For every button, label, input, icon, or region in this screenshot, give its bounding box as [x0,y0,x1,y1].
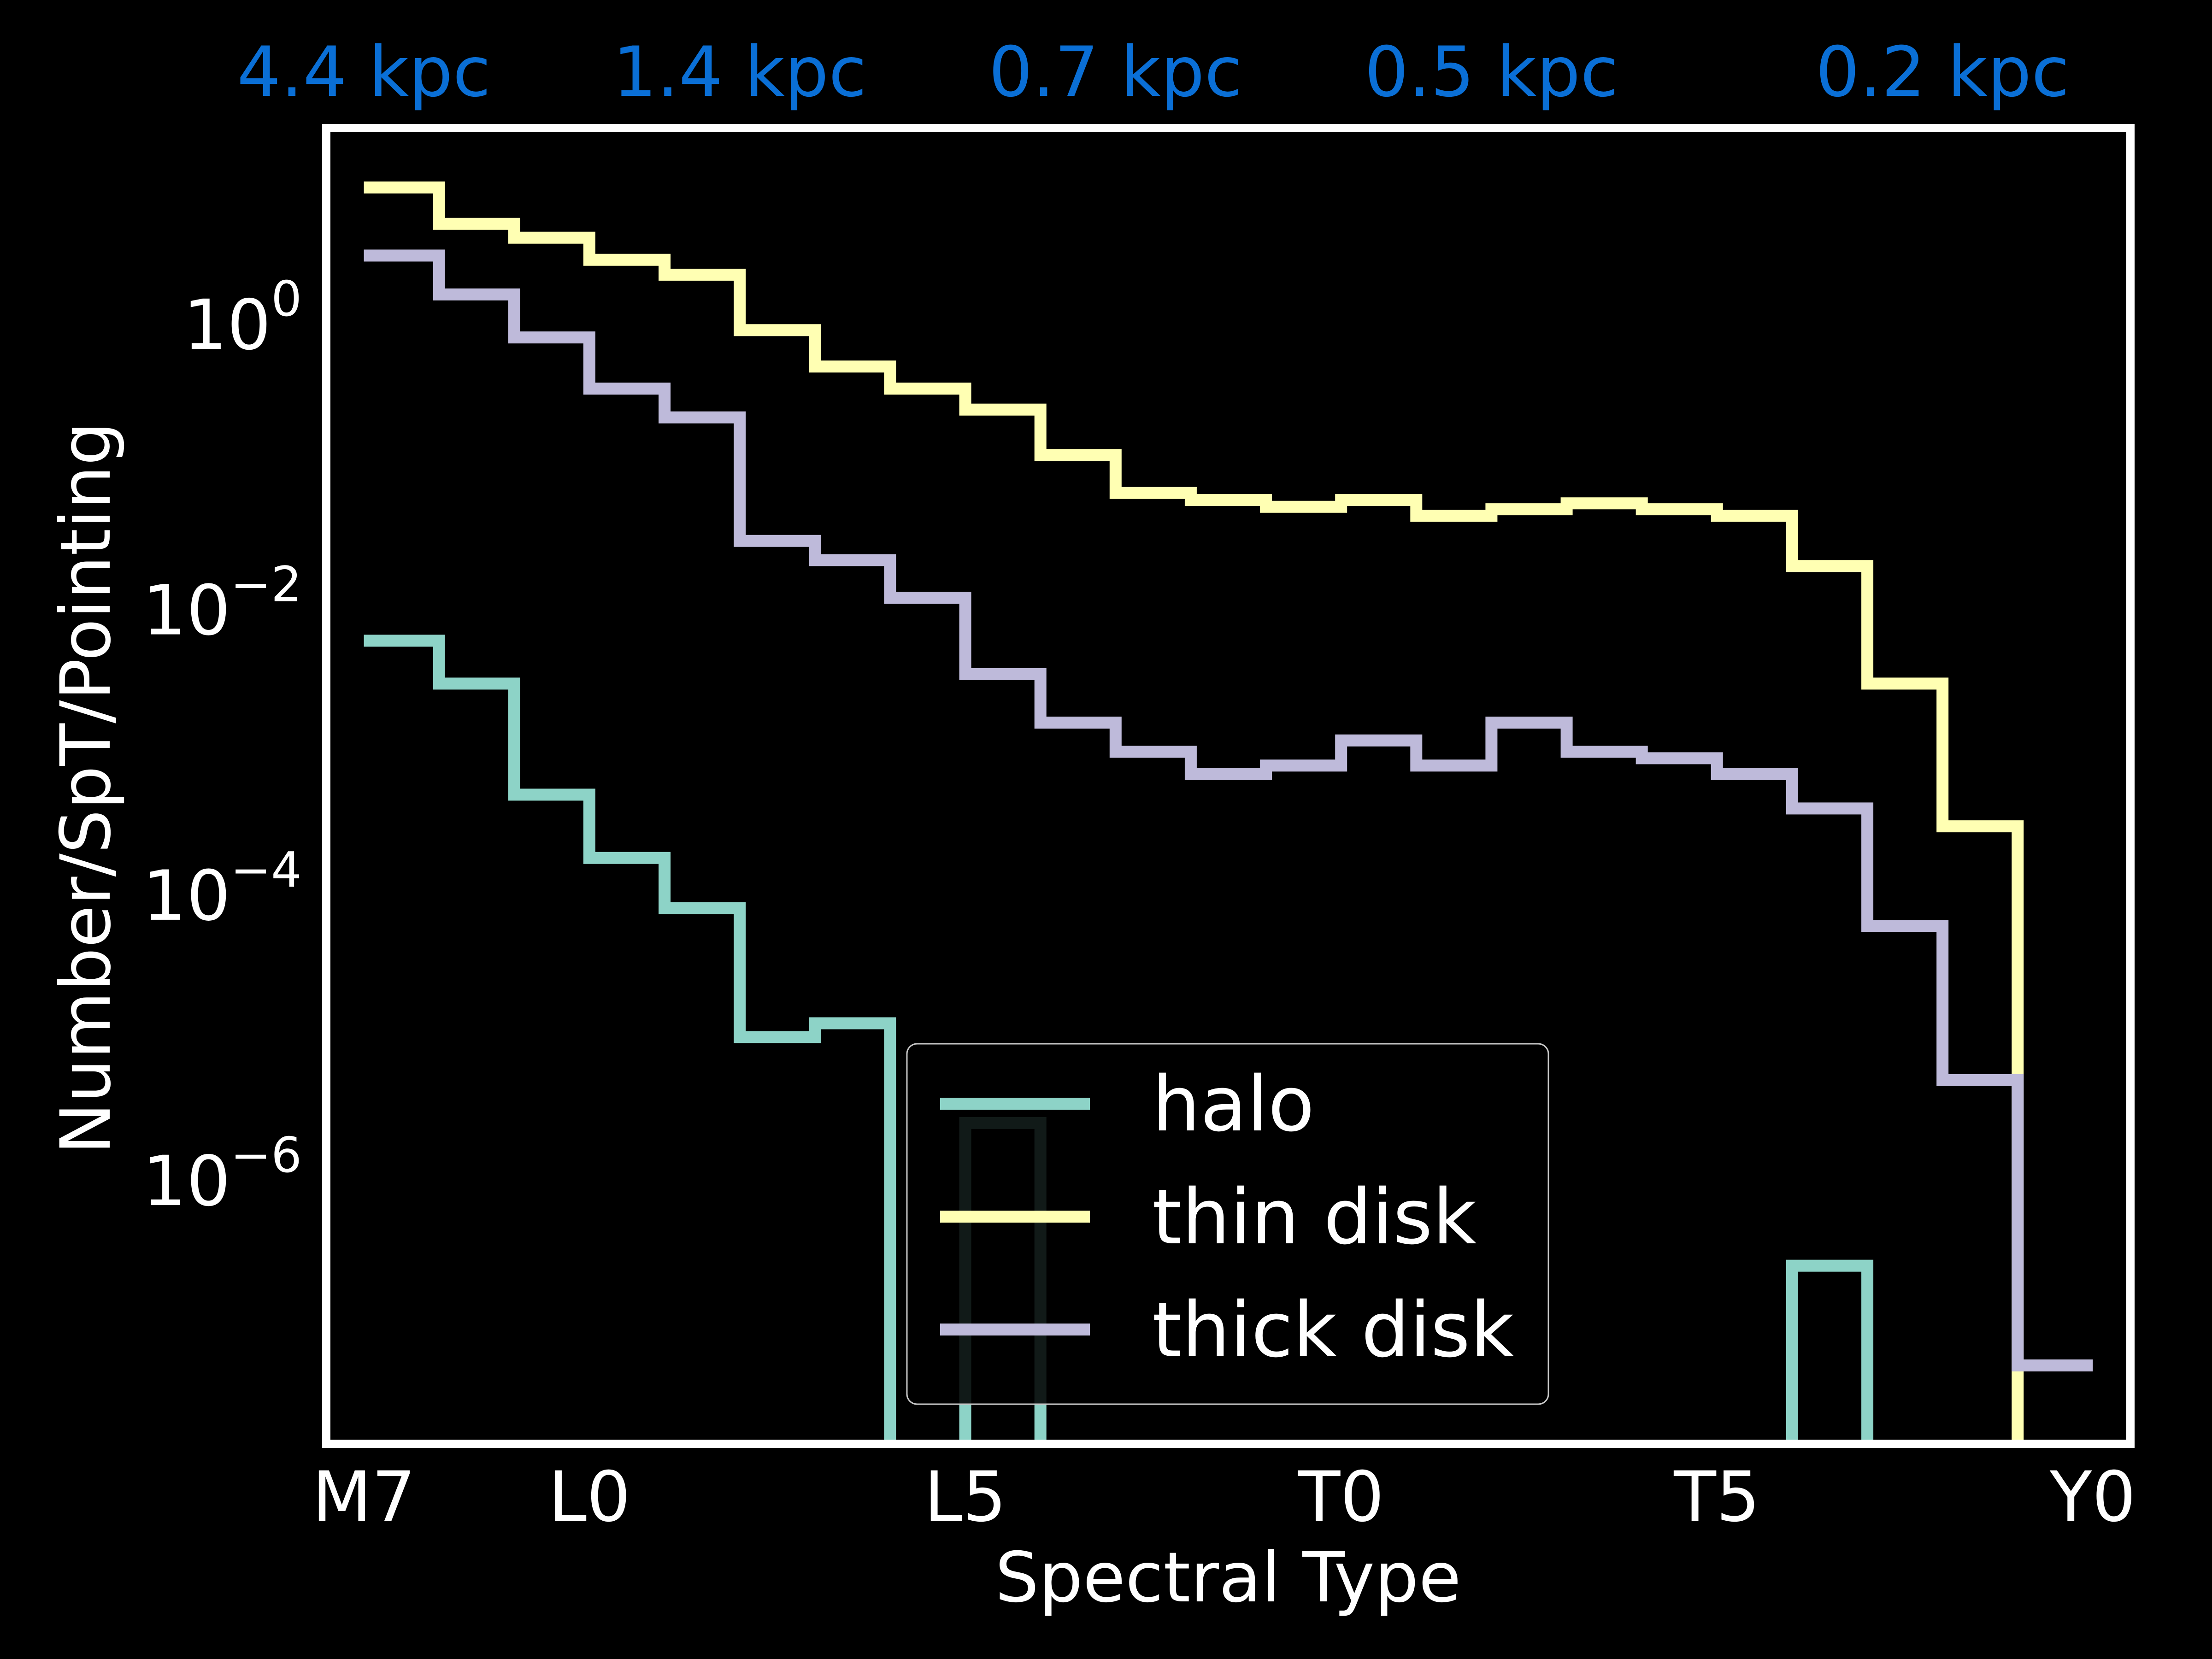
top-axis-label: 0.2 kpc [1816,32,2070,112]
plot-frame [322,124,2135,1448]
legend-box [906,1043,1549,1405]
x-axis-title: Spectral Type [995,1538,1461,1618]
x-tick-label-M7: M7 [312,1457,416,1537]
x-tick-label-L5: L5 [924,1457,1006,1537]
legend-label-halo: halo [1152,1060,1314,1148]
top-axis-label: 0.5 kpc [1365,32,1618,112]
top-axis-label: 1.4 kpc [613,32,867,112]
y-tick-exponent: −6 [230,1127,302,1183]
series-thin-disk [364,181,2024,1444]
x-tick-label-T5: T5 [1673,1457,1760,1537]
x-tick-label-T0: T0 [1298,1457,1384,1537]
y-axis-title: Number/SpT/Pointing [46,422,126,1154]
legend-label-thin-disk: thin disk [1152,1173,1477,1261]
y-tick-exponent: −2 [230,557,302,613]
top-axis-label: 0.7 kpc [988,32,1242,112]
top-axis-label: 4.4 kpc [237,32,491,112]
legend: halo thin disk thick disk [906,1043,1549,1405]
series-line-thick-disk [364,249,2093,1371]
series-line-thin-disk [364,181,2024,1444]
x-tick-label-L0: L0 [548,1457,630,1537]
y-tick-exponent: −4 [230,842,302,898]
y-tick-exponent: 0 [271,271,302,327]
x-tick-label-Y0: Y0 [2049,1457,2136,1537]
series-thick-disk [364,249,2093,1371]
legend-label-thick-disk: thick disk [1152,1286,1514,1374]
